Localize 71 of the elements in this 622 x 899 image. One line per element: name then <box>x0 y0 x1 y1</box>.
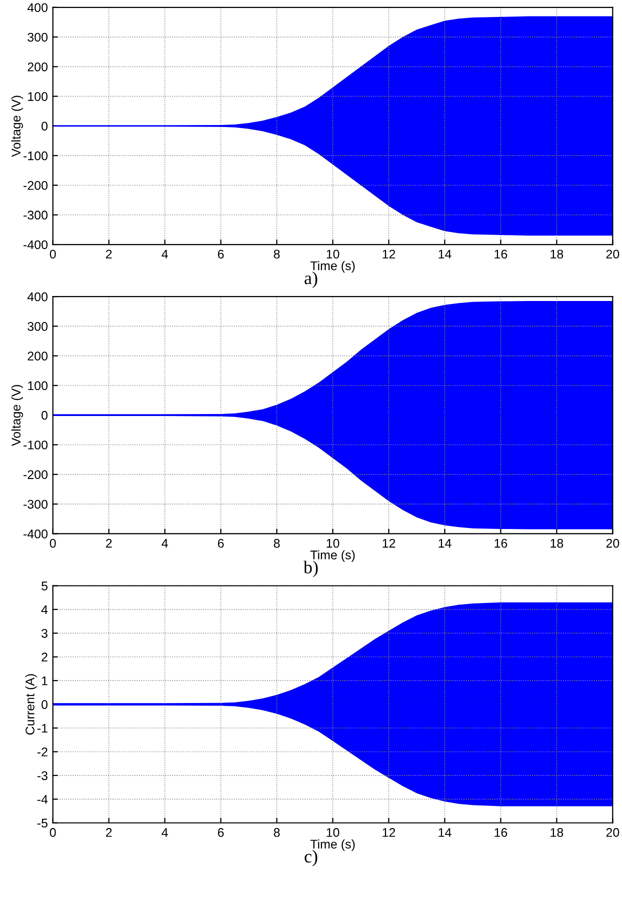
x-tick-label: 14 <box>438 539 452 548</box>
x-axis-title: Time (s) <box>310 550 355 562</box>
y-tick-label: -400 <box>24 529 48 538</box>
x-tick-label: 10 <box>326 828 340 837</box>
x-tick-label: 4 <box>162 539 168 548</box>
x-tick-label: 8 <box>274 250 280 259</box>
x-tick-label: 20 <box>606 250 620 259</box>
x-tick-label: 20 <box>606 828 620 837</box>
y-tick-label: 200 <box>28 352 48 360</box>
y-tick-label: 400 <box>27 292 48 302</box>
x-tick-label: 6 <box>218 538 224 548</box>
x-tick-label: 2 <box>106 828 112 837</box>
x-tick-label: 14 <box>438 828 452 837</box>
y-tick-label: -100 <box>24 151 48 160</box>
y-tick-label: -300 <box>24 500 48 509</box>
y-tick-label: -1 <box>37 724 48 733</box>
text: a) <box>304 272 318 288</box>
x-tick-label: 2 <box>106 538 112 548</box>
x-tick-label: 6 <box>218 828 224 837</box>
x-tick-label: 12 <box>382 250 396 258</box>
y-tick-label: -100 <box>24 440 48 450</box>
y-tick-label: -300 <box>24 210 48 220</box>
y-tick-label: -200 <box>24 470 48 480</box>
y-tick-label: -3 <box>37 771 48 780</box>
x-tick-label: 4 <box>162 828 168 837</box>
y-tick-label: 100 <box>28 381 48 390</box>
y-tick-label: 300 <box>28 322 48 331</box>
x-tick-label: 18 <box>550 828 564 837</box>
y-tick-label: 4 <box>41 605 48 614</box>
y-axis-title: Voltage (V) <box>11 384 23 446</box>
y-tick-label: 200 <box>28 62 48 72</box>
x-tick-label: 16 <box>494 828 508 837</box>
y-axis-title: Current (A) <box>25 674 37 735</box>
x-tick-label: 18 <box>550 538 564 548</box>
x-tick-label: 18 <box>550 250 564 259</box>
text: c) <box>304 850 318 866</box>
x-axis-title: Time (s) <box>310 839 355 852</box>
x-tick-label: 16 <box>494 538 508 548</box>
y-tick-label: -4 <box>37 795 48 804</box>
y-tick-label: 400 <box>27 3 48 12</box>
y-tick-label: -200 <box>24 181 48 190</box>
x-tick-label: 12 <box>382 538 396 548</box>
x-tick-label: 16 <box>494 250 508 259</box>
y-axis-title: Voltage (V) <box>11 96 23 157</box>
x-tick-label: 10 <box>326 250 340 259</box>
y-tick-label: 1 <box>42 676 48 686</box>
x-axis-title: Time (s) <box>310 261 355 273</box>
y-tick-label: 300 <box>28 32 48 42</box>
x-tick-label: 20 <box>606 538 620 548</box>
x-tick-label: 8 <box>274 538 280 548</box>
y-tick-label: -5 <box>37 818 48 828</box>
y-tick-label: 100 <box>28 92 48 101</box>
text: b) <box>303 560 318 578</box>
x-tick-label: 6 <box>218 250 224 259</box>
y-tick-label: -2 <box>37 748 48 756</box>
y-tick-label: 5 <box>42 582 48 590</box>
x-tick-label: 12 <box>382 828 396 837</box>
x-tick-label: 0 <box>50 538 56 548</box>
x-tick-label: 0 <box>50 250 56 259</box>
y-tick-label: 3 <box>42 628 48 638</box>
x-tick-label: 4 <box>162 250 168 258</box>
y-tick-label: 0 <box>42 122 48 131</box>
y-tick-label: 2 <box>42 652 48 662</box>
x-tick-label: 0 <box>50 828 56 837</box>
y-tick-label: 0 <box>42 700 48 709</box>
y-tick-label: 0 <box>42 410 48 420</box>
x-tick-label: 8 <box>274 828 280 837</box>
x-tick-label: 10 <box>326 538 340 548</box>
y-tick-label: -400 <box>24 240 48 250</box>
x-tick-label: 2 <box>106 250 112 258</box>
x-tick-label: 14 <box>438 250 452 258</box>
